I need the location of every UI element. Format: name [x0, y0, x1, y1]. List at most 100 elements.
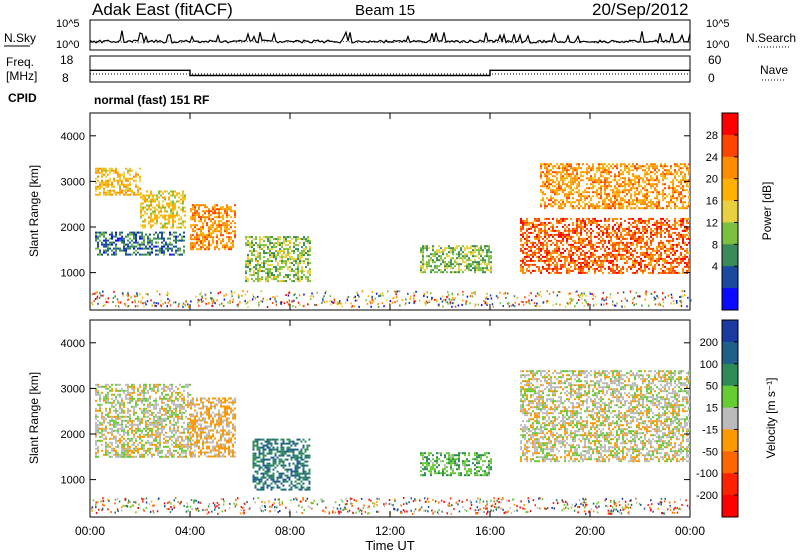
power-cell — [594, 173, 596, 176]
power-cell — [526, 269, 528, 272]
power-cell — [640, 253, 642, 256]
power-cell — [604, 171, 606, 174]
power-cell — [420, 251, 422, 254]
power-cell — [652, 269, 654, 272]
power-cell — [172, 206, 174, 209]
power-cell — [275, 276, 277, 279]
power-cell — [600, 269, 602, 272]
power-cell — [594, 249, 596, 252]
power-cell — [556, 247, 558, 250]
power-cell — [540, 257, 542, 260]
power-cell — [568, 271, 570, 274]
power-cell — [196, 234, 198, 237]
power-cell — [277, 242, 279, 245]
power-cell — [544, 173, 546, 176]
power-cell — [105, 169, 107, 172]
power-cell — [528, 269, 530, 272]
power-cell — [123, 175, 125, 178]
power-cell — [632, 241, 634, 244]
velocity-cell — [127, 437, 129, 440]
power-cell — [474, 267, 476, 270]
power-cell — [536, 219, 538, 222]
velocity-cell — [95, 409, 97, 412]
power-cell — [596, 249, 598, 252]
power-cell — [156, 194, 158, 197]
power-cell — [113, 185, 115, 188]
power-cell — [595, 303, 598, 306]
power-cell — [548, 217, 550, 220]
power-cell — [182, 196, 184, 199]
power-cell — [674, 219, 676, 222]
power-cell — [646, 241, 648, 244]
power-cell — [684, 179, 686, 182]
power-cell — [568, 173, 570, 176]
power-cell — [99, 191, 101, 194]
power-cell — [111, 249, 113, 252]
power-cell — [273, 266, 275, 269]
power-cell — [642, 187, 644, 190]
power-cell — [670, 233, 672, 236]
velocity-cell — [99, 399, 101, 402]
power-cell — [542, 267, 544, 270]
power-cell — [552, 249, 554, 252]
power-cell — [680, 302, 683, 305]
power-cell — [582, 191, 584, 194]
velocity-cell — [113, 401, 115, 404]
power-cell — [570, 183, 572, 186]
power-cell — [196, 212, 198, 215]
power-cell — [538, 259, 540, 262]
power-cell — [584, 195, 586, 198]
power-cell — [156, 204, 158, 207]
power-cell — [422, 247, 424, 250]
power-cell — [293, 250, 295, 253]
power-cell — [576, 259, 578, 262]
power-cell — [658, 241, 660, 244]
power-cell — [147, 235, 149, 238]
power-cell — [592, 247, 594, 250]
power-cell — [660, 221, 662, 224]
power-cell — [231, 292, 233, 295]
frequency-panel: Freq. [MHz] 18 8 60 0 Nave — [6, 53, 788, 85]
power-cell — [107, 253, 109, 256]
power-cell — [554, 247, 556, 250]
power-cell — [307, 303, 309, 306]
power-cell — [554, 181, 556, 184]
power-cell — [226, 222, 228, 225]
power-cell — [562, 207, 564, 210]
power-cell — [592, 187, 594, 190]
power-cell — [628, 169, 630, 172]
power-cell — [668, 205, 670, 208]
power-cell — [470, 245, 472, 248]
power-cell — [486, 263, 488, 266]
power-cell — [592, 195, 594, 198]
power-cell — [194, 244, 196, 247]
power-cell — [164, 190, 166, 193]
velocity-cell — [127, 429, 129, 432]
power-cell — [466, 265, 468, 268]
power-cell — [594, 181, 596, 184]
power-cell — [556, 189, 558, 192]
power-cell — [208, 236, 210, 239]
power-cell — [626, 247, 628, 250]
power-cell — [608, 235, 610, 238]
power-cell — [632, 207, 634, 210]
power-cell — [608, 241, 610, 244]
power-cell — [175, 245, 177, 248]
power-cell — [602, 239, 604, 242]
power-cell — [275, 246, 277, 249]
power-cell — [444, 247, 446, 250]
power-cell — [474, 305, 476, 308]
velocity-cell — [119, 415, 121, 418]
power-cell — [247, 262, 249, 265]
power-cell — [674, 221, 676, 224]
power-cell — [249, 260, 251, 263]
power-cell — [162, 200, 164, 203]
power-cell — [174, 301, 177, 304]
velocity-cell — [115, 417, 117, 420]
power-cell — [522, 265, 524, 268]
power-cell — [632, 233, 634, 236]
power-cell — [552, 181, 554, 184]
power-cell — [174, 202, 176, 205]
power-cell — [457, 293, 459, 296]
power-cell — [580, 271, 582, 274]
